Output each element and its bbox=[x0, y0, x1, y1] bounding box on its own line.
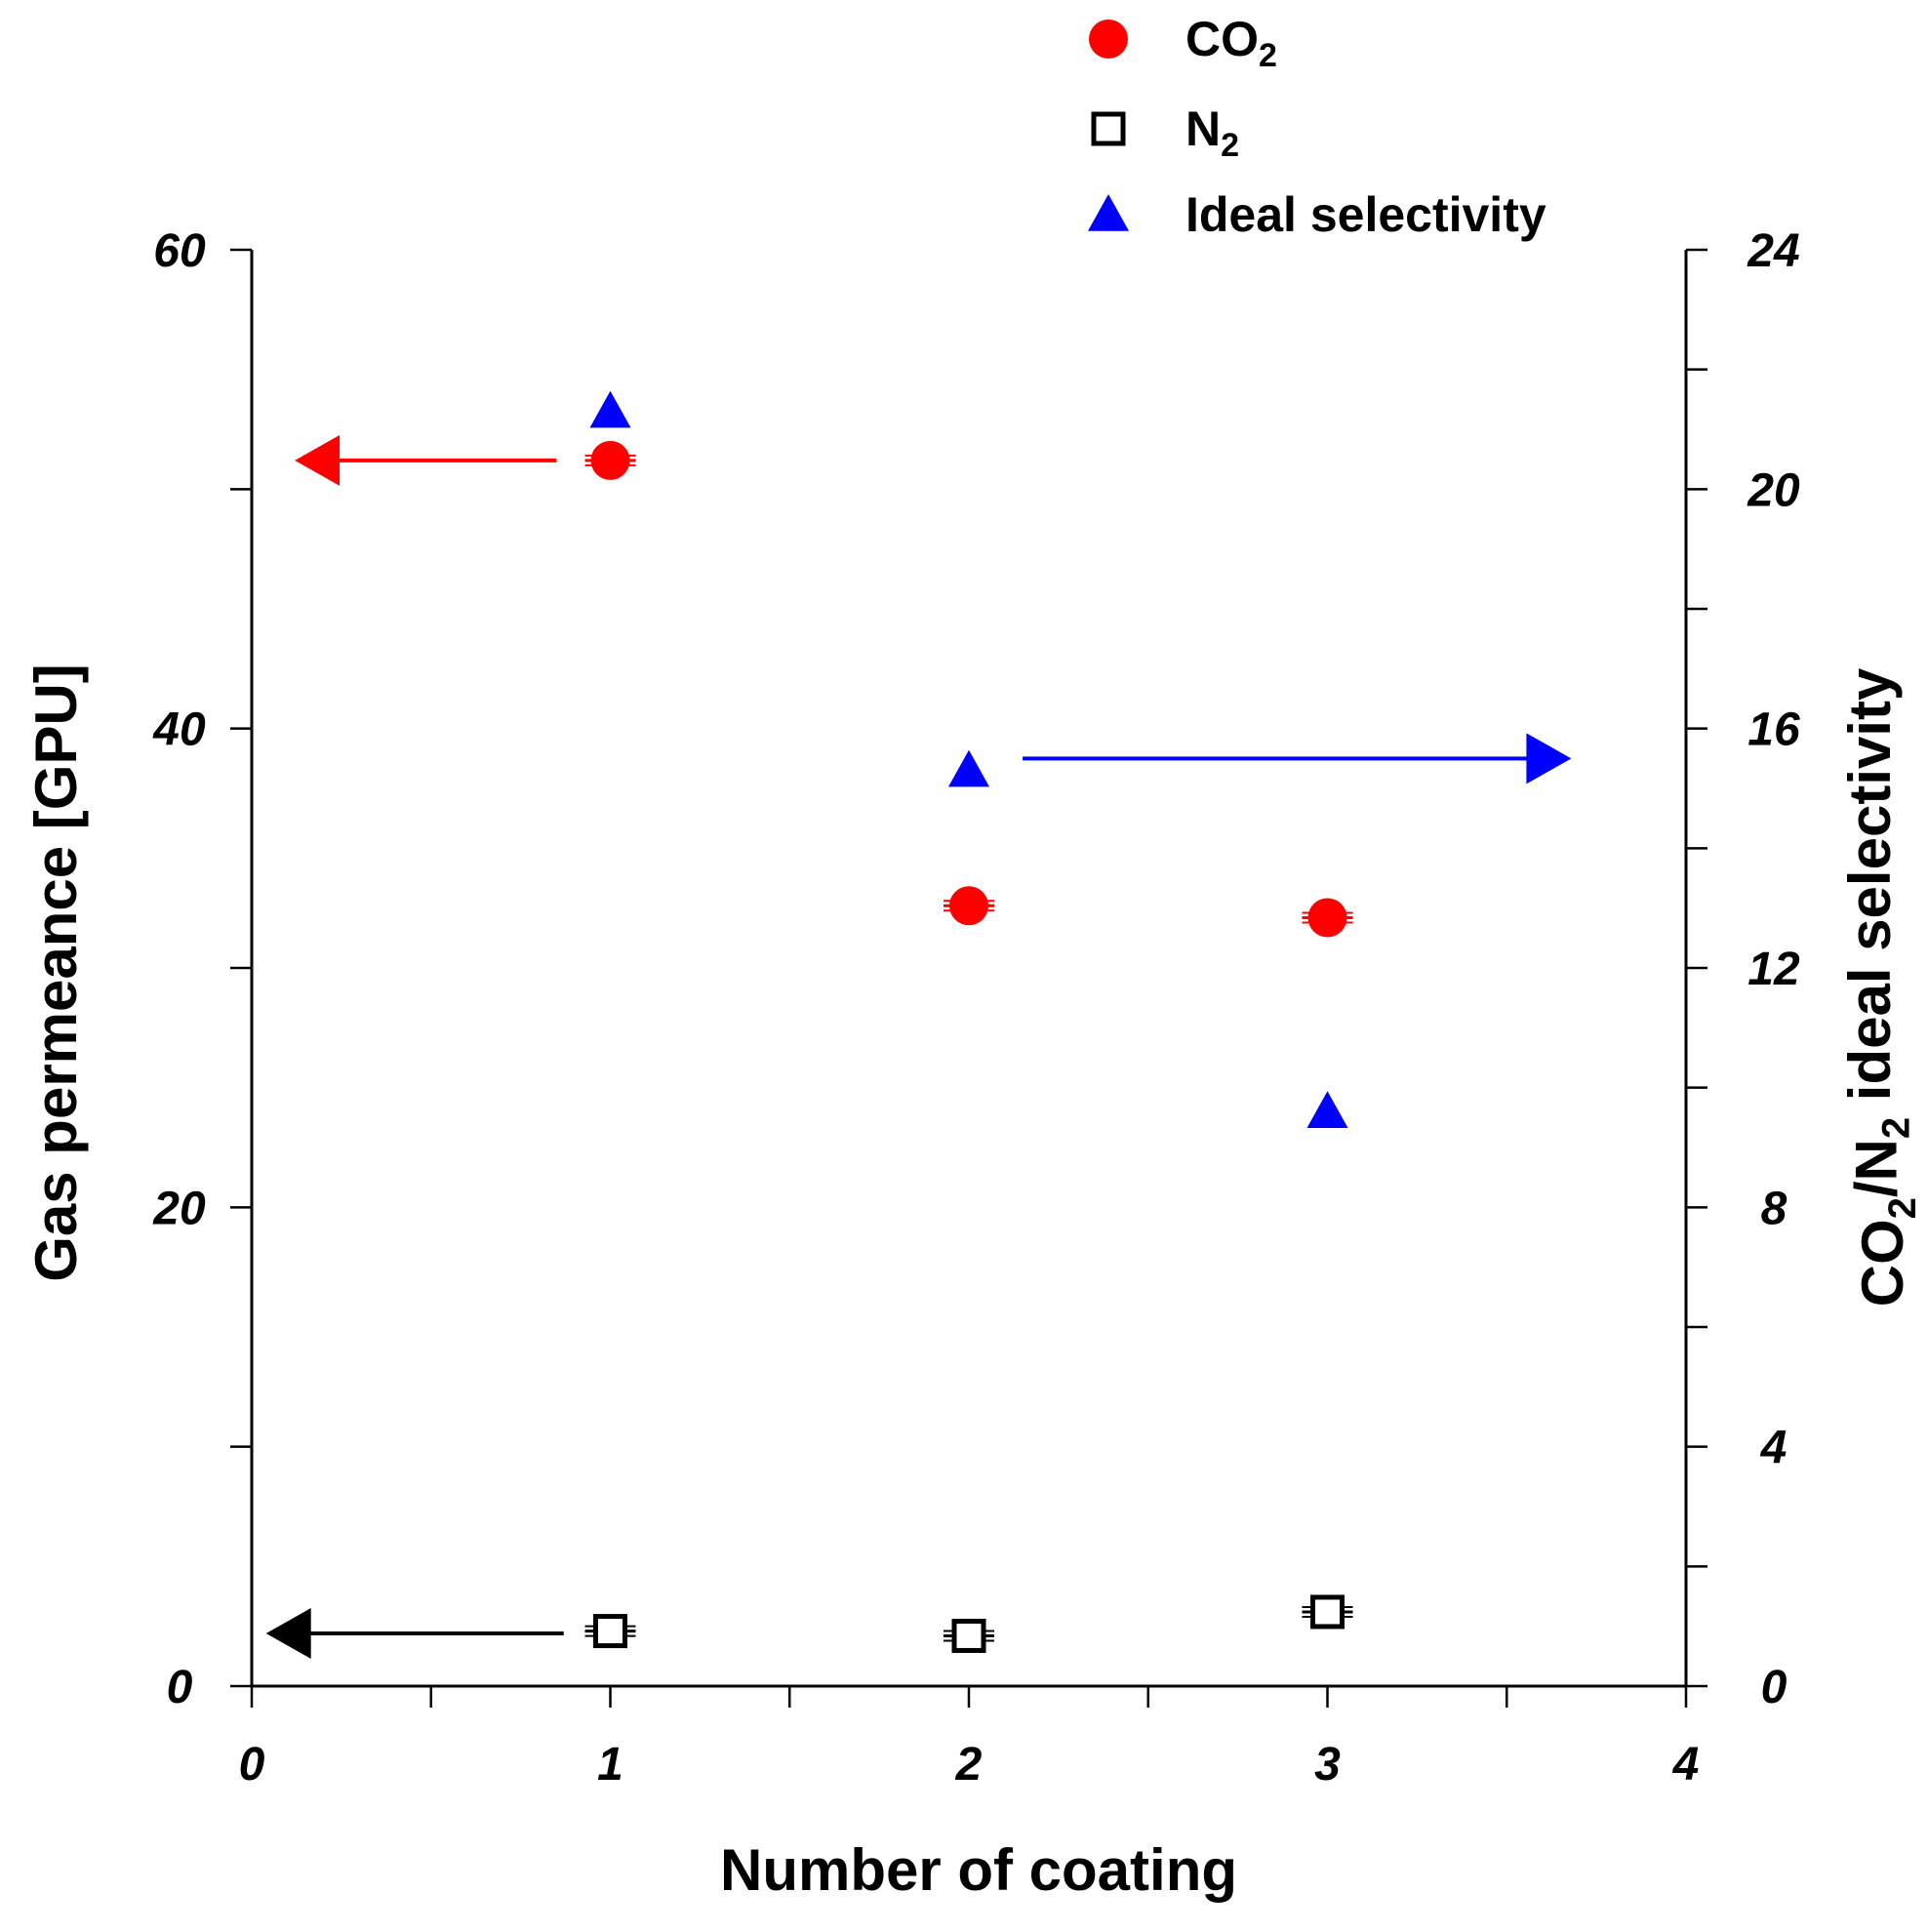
data-point-series-0 bbox=[949, 886, 988, 926]
x-tick-label: 3 bbox=[1314, 1739, 1341, 1791]
y-left-tick-label: 0 bbox=[167, 1662, 193, 1713]
x-tick-label: 2 bbox=[955, 1739, 983, 1791]
data-point-series-0 bbox=[1307, 898, 1347, 938]
y-right-tick-label: 20 bbox=[1747, 464, 1800, 516]
legend-label-2: Ideal selectivity bbox=[1185, 187, 1546, 242]
annotations bbox=[265, 434, 1572, 1660]
y-right-tick-label: 4 bbox=[1760, 1423, 1787, 1474]
legend-label-0: CO2 bbox=[1185, 12, 1277, 74]
y-right-tick-label: 16 bbox=[1747, 704, 1800, 756]
y-right-tick-label: 12 bbox=[1747, 944, 1800, 995]
data-point-series-1 bbox=[593, 1614, 627, 1649]
y-right-tick-label: 8 bbox=[1761, 1183, 1787, 1234]
data-point-series-2 bbox=[948, 749, 989, 787]
y-left-tick-label: 40 bbox=[152, 704, 206, 756]
x-axis-title: Number of coating bbox=[720, 1837, 1237, 1903]
arrow-head-1 bbox=[265, 1608, 311, 1660]
x-tick-label: 4 bbox=[1672, 1739, 1700, 1791]
legend-marker-1 bbox=[1091, 111, 1126, 146]
y-left-tick-label: 20 bbox=[152, 1183, 206, 1234]
legend-marker-0 bbox=[1089, 20, 1128, 59]
y-axis-right-title: CO2/N2 ideal selectivity bbox=[1837, 667, 1924, 1307]
y-left-tick-label: 60 bbox=[153, 225, 206, 277]
arrow-head-2 bbox=[1526, 733, 1572, 785]
data-point-series-2 bbox=[1306, 1091, 1348, 1128]
y-right-tick-label: 24 bbox=[1747, 225, 1799, 277]
data-point-series-2 bbox=[589, 390, 631, 428]
x-tick-label: 0 bbox=[239, 1739, 265, 1791]
data-point-series-1 bbox=[1310, 1594, 1345, 1630]
data-point-series-0 bbox=[590, 440, 630, 480]
y-right-tick-label: 0 bbox=[1761, 1662, 1787, 1713]
data-point-series-1 bbox=[951, 1618, 986, 1653]
legend-marker-2 bbox=[1088, 194, 1129, 231]
legend: CO2 N2 Ideal selectivity bbox=[1088, 12, 1546, 242]
marks bbox=[584, 390, 1353, 1653]
arrow-head-0 bbox=[295, 434, 341, 486]
legend-label-1: N2 bbox=[1185, 101, 1239, 164]
x-tick-label: 1 bbox=[597, 1739, 623, 1791]
y-axis-left-title: Gas permeance [GPU] bbox=[23, 664, 89, 1282]
